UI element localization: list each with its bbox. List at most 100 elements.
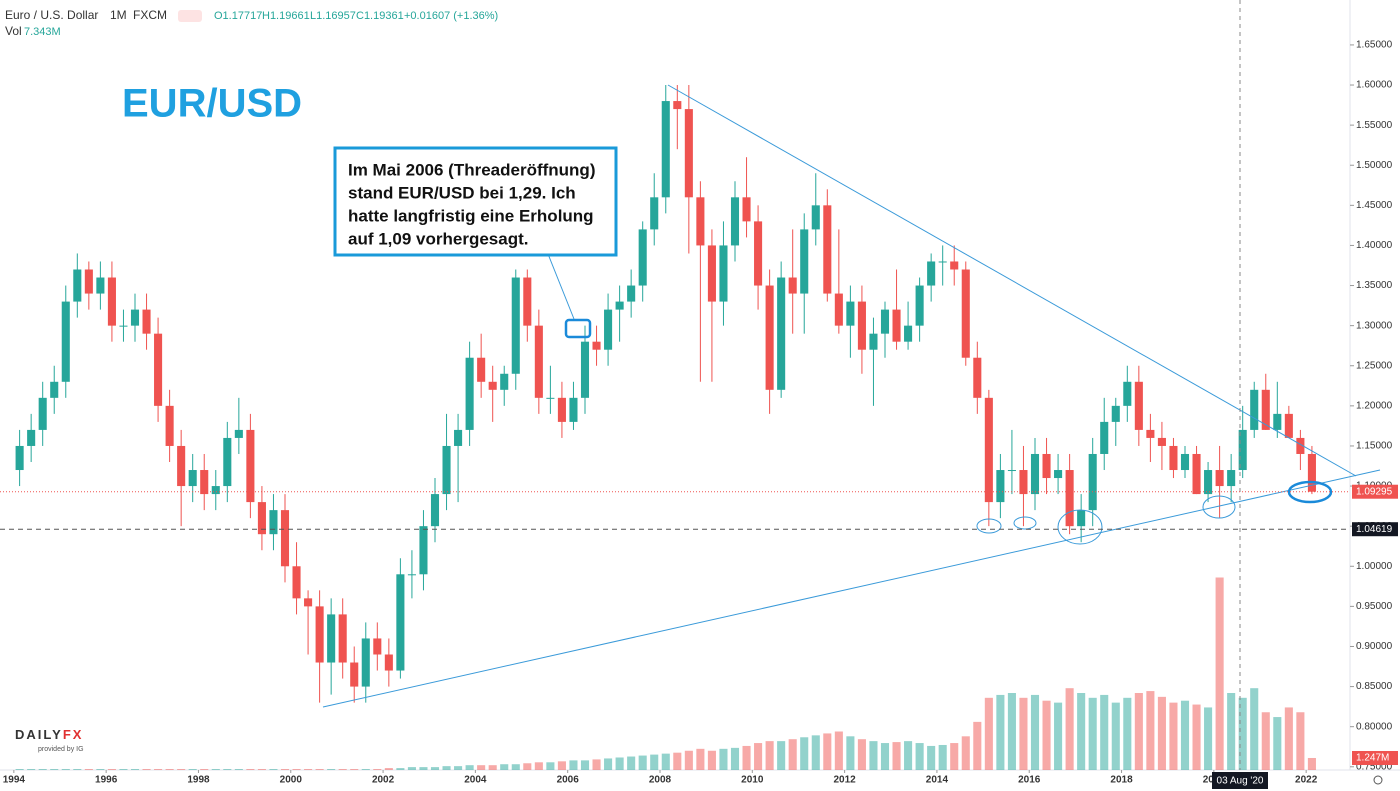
volume-bar: [269, 769, 278, 770]
logo-subtitle: provided by IG: [38, 746, 84, 753]
annotation-box: [333, 146, 618, 257]
candle-body: [1296, 437, 1305, 454]
candle-body: [477, 357, 486, 382]
x-tick-label: 2000: [280, 775, 303, 786]
candle-body: [673, 101, 682, 110]
candle-body: [188, 470, 197, 487]
candle-body: [373, 638, 382, 655]
volume-bar: [1042, 700, 1051, 770]
candle-body: [511, 277, 520, 374]
x-tick-label: 2010: [741, 775, 764, 786]
candle-body: [280, 510, 290, 567]
marker-box: [564, 318, 592, 339]
volume-bar: [719, 748, 728, 770]
candle-body: [534, 325, 543, 398]
candle-body: [1134, 381, 1143, 430]
candle-body: [834, 293, 843, 326]
volume-bar: [1100, 694, 1109, 770]
candle-body: [1192, 453, 1201, 495]
volume-bar: [188, 769, 197, 770]
volume-bar: [569, 760, 578, 770]
volume-bar: [223, 769, 232, 770]
ohlc-high: H1.19661: [262, 10, 310, 22]
candle-body: [569, 397, 578, 422]
candle-body: [961, 269, 970, 358]
y-tick-label: 1.20000: [1356, 400, 1393, 411]
logo-part: FX: [63, 727, 84, 742]
volume-bar: [430, 767, 440, 770]
x-tick-label: 1996: [95, 775, 118, 786]
settings-icon[interactable]: [1373, 775, 1383, 785]
volume-bar: [454, 766, 463, 770]
volume-bar: [292, 769, 301, 770]
volume-bar: [557, 761, 566, 770]
y-tick-label: 1.60000: [1356, 80, 1393, 91]
candle-body: [1019, 470, 1028, 495]
volume-bar: [477, 765, 486, 770]
volume-bar: [234, 769, 243, 770]
volume-bar: [1030, 694, 1040, 770]
candle-body: [1284, 413, 1293, 438]
annotation-connector: [547, 253, 575, 320]
volume-bar: [650, 754, 659, 770]
y-tick-label: 0.95000: [1356, 601, 1393, 612]
candle-body: [846, 301, 855, 326]
volume-bar: [27, 769, 36, 770]
volume-bar: [373, 769, 382, 770]
candle-body: [107, 277, 116, 326]
volume-bar: [730, 747, 740, 770]
volume-bar: [788, 739, 797, 770]
candle-body: [950, 261, 959, 270]
y-tick-label: 1.30000: [1356, 320, 1393, 331]
candle-body: [130, 309, 140, 326]
volume-bar: [777, 741, 786, 770]
candle-body: [50, 381, 59, 398]
volume-bar: [1261, 712, 1270, 770]
candle-body: [430, 494, 440, 527]
candle-body: [315, 606, 324, 663]
volume-bar: [1157, 696, 1166, 770]
volume-bar: [1007, 693, 1016, 770]
x-tick-label: 2014: [926, 775, 949, 786]
candle-body: [904, 325, 913, 342]
candle-body: [165, 405, 174, 446]
volume-bar: [396, 768, 405, 770]
candle-body: [1307, 453, 1316, 492]
ohlc-open: O1.17717: [214, 10, 262, 22]
volume-bar: [211, 769, 220, 770]
candle-body: [580, 341, 590, 398]
compare-icon[interactable]: [178, 10, 202, 22]
last-price-bg: [1352, 484, 1398, 499]
candle-body: [177, 445, 186, 487]
logo-part: DAILY: [15, 727, 63, 742]
last-price-label: 1.09295: [1356, 486, 1393, 497]
volume-bar: [1307, 757, 1316, 770]
volume-bar: [742, 745, 751, 770]
candle-body: [269, 510, 278, 535]
candle-body: [327, 614, 336, 663]
volume-bar: [800, 737, 809, 770]
volume-bar: [927, 745, 936, 770]
volume-bar: [50, 769, 59, 770]
volume-bar: [580, 760, 590, 770]
volume-bar: [1215, 577, 1224, 770]
volume-bar: [442, 766, 451, 770]
volume-bar: [1284, 707, 1293, 770]
volume-bar: [523, 763, 532, 770]
marker-circle: [1202, 495, 1236, 519]
candle-body: [84, 269, 93, 294]
candle-body: [1273, 413, 1282, 430]
x-tick-label: 2008: [649, 775, 672, 786]
volume-bar: [1180, 700, 1190, 770]
volume-bar: [96, 769, 105, 770]
candle-body: [823, 205, 832, 294]
volume-bar: [1192, 704, 1201, 770]
candle-body: [765, 285, 774, 390]
volume-bar: [257, 769, 266, 770]
x-tick-label: 2016: [1018, 775, 1041, 786]
volume-bar: [511, 764, 520, 770]
candle-body: [407, 574, 416, 576]
volume-bar: [661, 753, 670, 770]
volume-bar: [246, 769, 255, 770]
volume-bar: [754, 743, 763, 770]
